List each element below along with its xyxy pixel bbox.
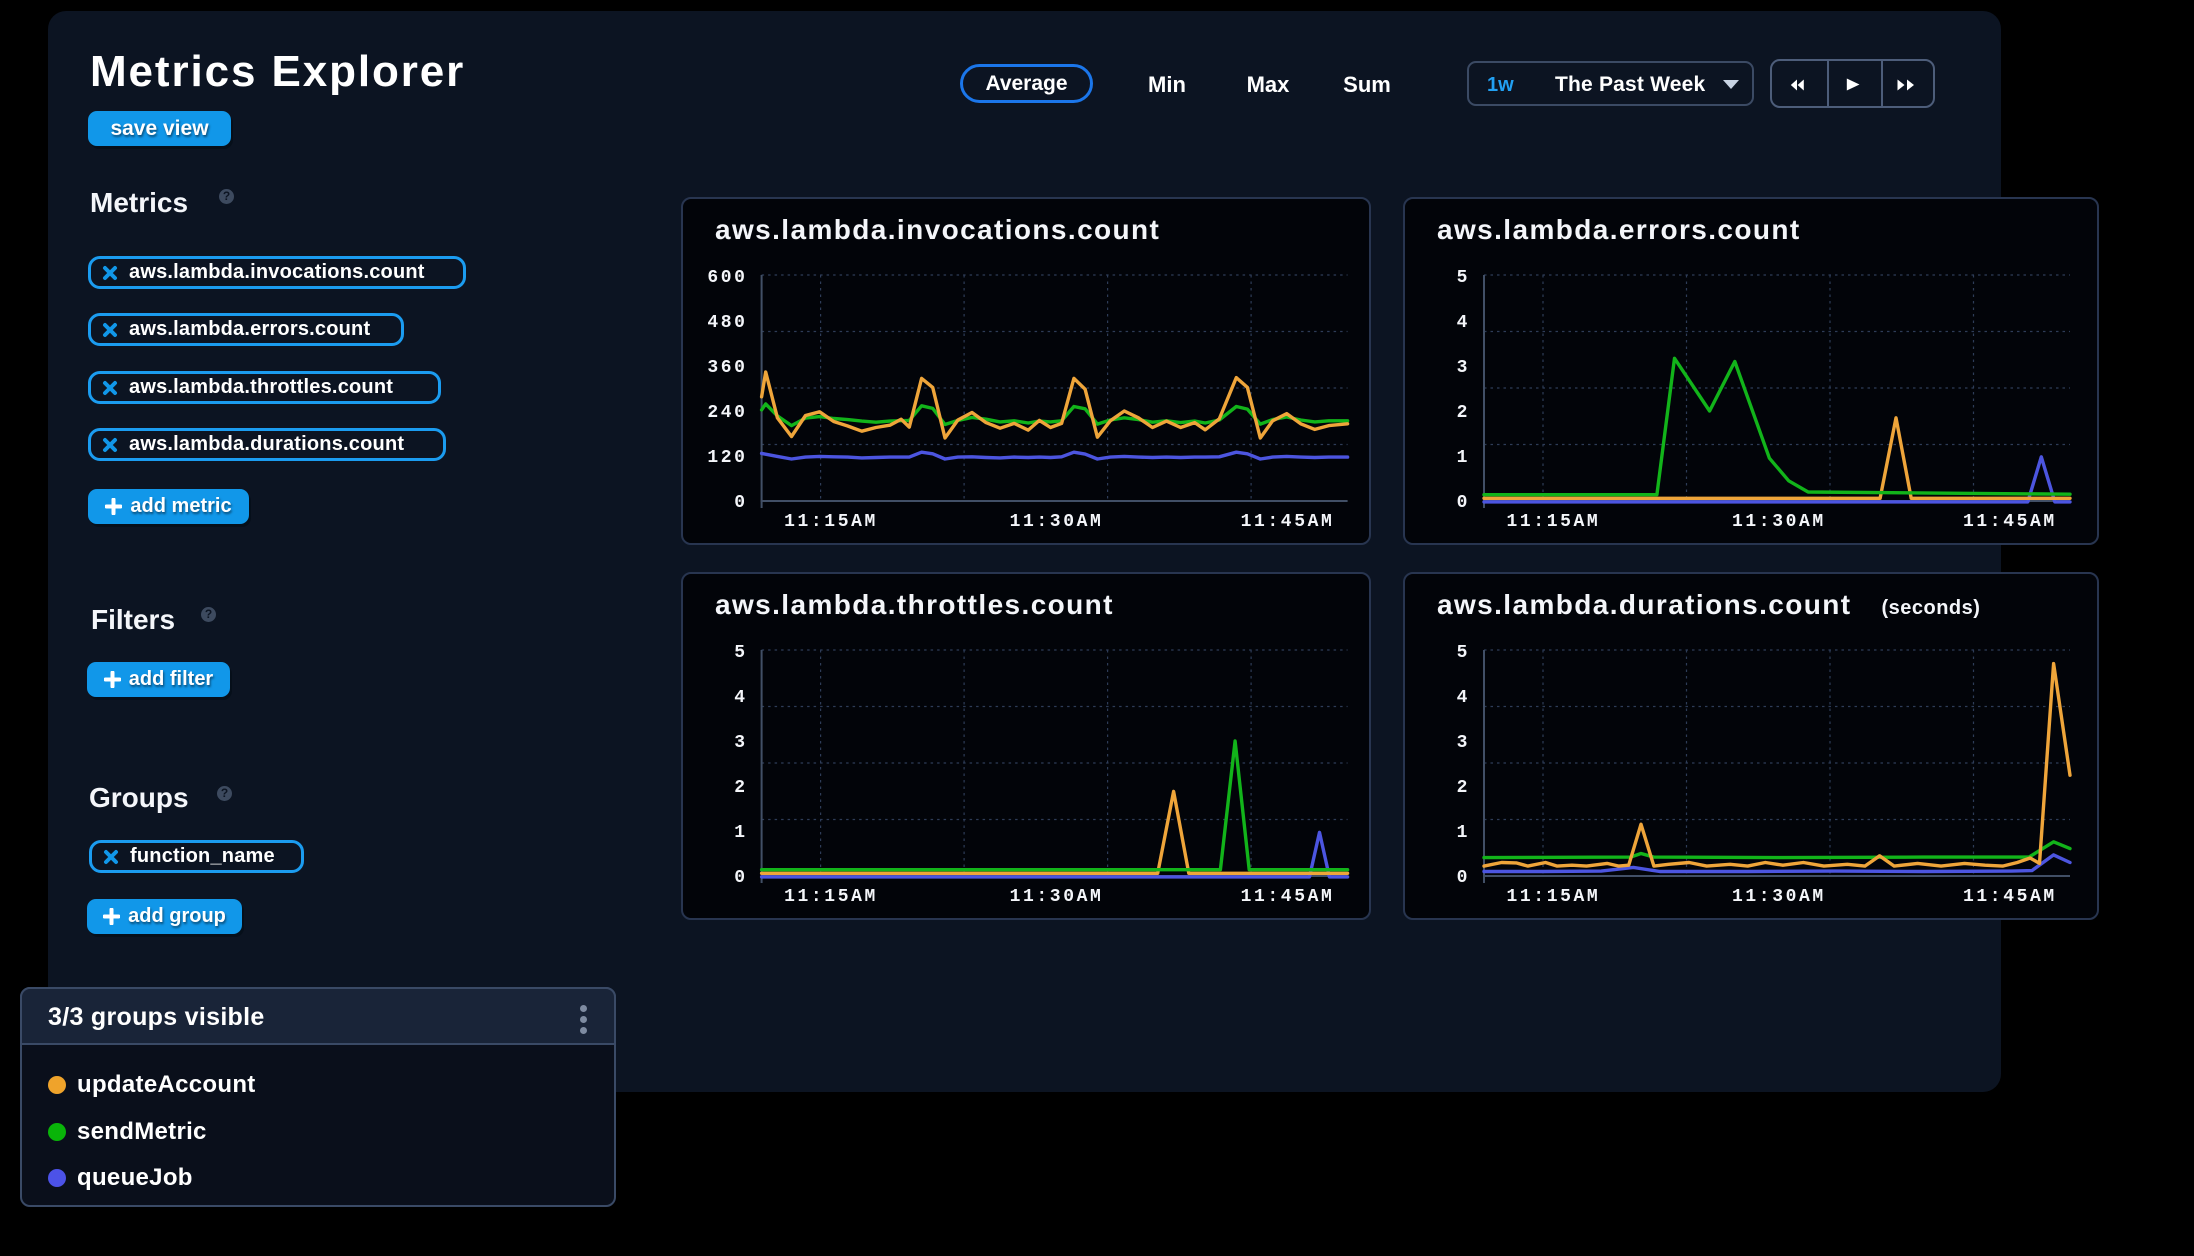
- svg-text:4: 4: [734, 688, 747, 708]
- svg-text:3: 3: [734, 733, 747, 753]
- svg-text:5: 5: [1457, 268, 1470, 288]
- svg-text:0: 0: [1457, 493, 1470, 513]
- svg-text:11:45AM: 11:45AM: [1963, 887, 2057, 907]
- svg-text:1: 1: [1457, 448, 1470, 468]
- svg-text:0: 0: [734, 493, 747, 513]
- svg-text:11:45AM: 11:45AM: [1241, 887, 1335, 907]
- svg-text:11:15AM: 11:15AM: [1506, 512, 1600, 532]
- svg-text:1: 1: [1457, 823, 1470, 843]
- svg-text:1: 1: [734, 823, 747, 843]
- svg-text:11:30AM: 11:30AM: [1732, 512, 1826, 532]
- svg-text:3: 3: [1457, 733, 1470, 753]
- svg-text:11:30AM: 11:30AM: [1010, 512, 1104, 532]
- svg-text:0: 0: [1457, 868, 1470, 888]
- svg-text:11:30AM: 11:30AM: [1732, 887, 1826, 907]
- svg-text:4: 4: [1457, 688, 1470, 708]
- svg-text:600: 600: [707, 268, 747, 288]
- svg-text:240: 240: [707, 403, 747, 423]
- svg-text:11:45AM: 11:45AM: [1241, 512, 1335, 532]
- svg-text:2: 2: [1457, 778, 1470, 798]
- svg-text:5: 5: [734, 643, 747, 663]
- svg-text:120: 120: [707, 448, 747, 468]
- svg-text:11:15AM: 11:15AM: [784, 512, 878, 532]
- svg-text:360: 360: [707, 358, 747, 378]
- svg-text:4: 4: [1457, 313, 1470, 333]
- svg-text:5: 5: [1457, 643, 1470, 663]
- svg-text:2: 2: [734, 778, 747, 798]
- svg-text:0: 0: [734, 868, 747, 888]
- svg-text:11:45AM: 11:45AM: [1963, 512, 2057, 532]
- svg-text:3: 3: [1457, 358, 1470, 378]
- svg-text:480: 480: [707, 313, 747, 333]
- svg-text:11:15AM: 11:15AM: [784, 887, 878, 907]
- svg-text:11:30AM: 11:30AM: [1010, 887, 1104, 907]
- svg-text:2: 2: [1457, 403, 1470, 423]
- svg-text:11:15AM: 11:15AM: [1506, 887, 1600, 907]
